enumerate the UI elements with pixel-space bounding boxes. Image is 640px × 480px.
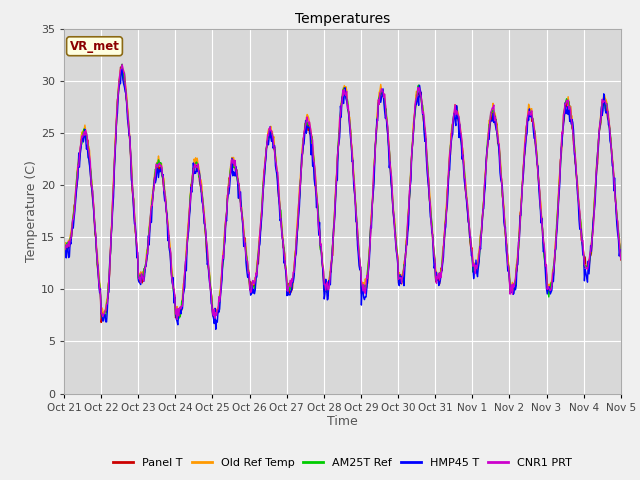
Old Ref Temp [100, 315, 108, 321]
Old Ref Temp [70, 206, 78, 212]
HMP45 T [428, 230, 436, 236]
Line: Panel T: Panel T [64, 67, 621, 323]
Title: Temperatures: Temperatures [295, 12, 390, 26]
AM25T Ref [412, 106, 419, 111]
Old Ref Temp [412, 97, 419, 103]
AM25T Ref [215, 307, 223, 312]
AM25T Ref [617, 252, 625, 258]
HMP45 T [185, 228, 193, 234]
AM25T Ref [70, 208, 78, 214]
Panel T [97, 320, 105, 325]
Old Ref Temp [428, 223, 436, 228]
Panel T [412, 104, 419, 109]
CNR1 PRT [617, 256, 625, 262]
Line: Old Ref Temp: Old Ref Temp [64, 68, 621, 318]
Text: VR_met: VR_met [70, 40, 120, 53]
HMP45 T [212, 326, 220, 332]
AM25T Ref [60, 244, 68, 250]
Panel T [60, 239, 68, 245]
Y-axis label: Temperature (C): Temperature (C) [25, 160, 38, 262]
CNR1 PRT [60, 245, 68, 251]
HMP45 T [617, 248, 625, 254]
Panel T [617, 257, 625, 263]
Old Ref Temp [118, 65, 126, 71]
Panel T [428, 224, 436, 230]
Panel T [215, 304, 223, 310]
Panel T [129, 193, 137, 199]
CNR1 PRT [173, 317, 181, 323]
Panel T [70, 203, 78, 209]
CNR1 PRT [118, 61, 126, 67]
Old Ref Temp [186, 204, 193, 210]
Old Ref Temp [129, 192, 137, 197]
Line: AM25T Ref: AM25T Ref [64, 64, 621, 319]
Legend: Panel T, Old Ref Temp, AM25T Ref, HMP45 T, CNR1 PRT: Panel T, Old Ref Temp, AM25T Ref, HMP45 … [109, 454, 576, 473]
HMP45 T [118, 66, 126, 72]
AM25T Ref [186, 209, 193, 215]
CNR1 PRT [215, 294, 223, 300]
AM25T Ref [128, 178, 136, 183]
AM25T Ref [118, 61, 126, 67]
HMP45 T [412, 100, 419, 106]
CNR1 PRT [412, 98, 419, 104]
Old Ref Temp [215, 303, 223, 309]
AM25T Ref [175, 316, 182, 322]
X-axis label: Time: Time [327, 415, 358, 429]
HMP45 T [215, 310, 223, 315]
CNR1 PRT [428, 225, 436, 230]
Line: HMP45 T: HMP45 T [64, 69, 621, 329]
Panel T [116, 64, 124, 70]
Old Ref Temp [60, 239, 68, 244]
AM25T Ref [428, 221, 436, 227]
HMP45 T [60, 258, 68, 264]
CNR1 PRT [128, 179, 136, 184]
HMP45 T [70, 216, 78, 222]
CNR1 PRT [186, 206, 193, 212]
CNR1 PRT [70, 211, 78, 217]
HMP45 T [128, 181, 136, 187]
Panel T [186, 210, 193, 216]
Line: CNR1 PRT: CNR1 PRT [64, 64, 621, 320]
Old Ref Temp [617, 246, 625, 252]
